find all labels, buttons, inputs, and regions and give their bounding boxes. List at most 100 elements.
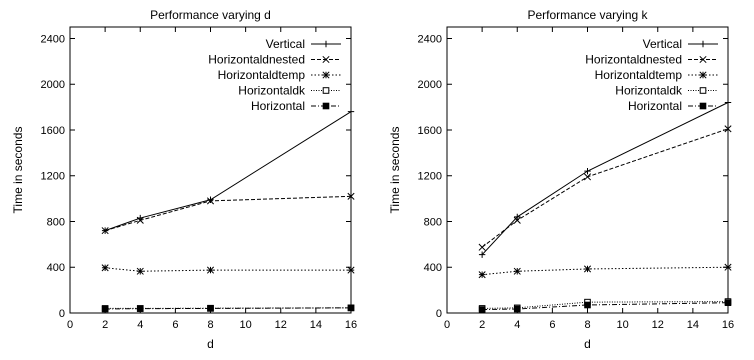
data-point bbox=[513, 305, 521, 313]
data-point bbox=[584, 301, 591, 309]
legend-label: Horizontaldk bbox=[238, 84, 306, 98]
legend-marker bbox=[699, 55, 707, 64]
data-point bbox=[724, 125, 732, 133]
legend-label: Vertical bbox=[643, 37, 682, 51]
data-point bbox=[478, 243, 486, 251]
y-tick-label: 400 bbox=[47, 262, 65, 274]
legend-label: Horizontaldtemp bbox=[595, 68, 683, 82]
x-tick-label: 0 bbox=[67, 319, 73, 331]
data-point bbox=[724, 299, 732, 307]
legend-marker bbox=[699, 102, 707, 110]
x-axis-label: d bbox=[207, 337, 214, 351]
data-point bbox=[136, 267, 144, 275]
x-tick-label: 10 bbox=[240, 319, 252, 331]
data-point bbox=[207, 196, 214, 203]
x-tick-label: 6 bbox=[549, 319, 555, 331]
y-tick-label: 2400 bbox=[418, 33, 442, 45]
x-tick-label: 2 bbox=[479, 319, 485, 331]
y-tick-label: 1200 bbox=[418, 171, 442, 183]
series-1 bbox=[478, 99, 732, 258]
chart-title: Performance varying k bbox=[527, 8, 648, 22]
series-line bbox=[481, 128, 729, 248]
data-point bbox=[478, 306, 486, 313]
series-1 bbox=[101, 108, 355, 234]
legend-marker bbox=[322, 40, 330, 48]
x-axis-label: d bbox=[584, 337, 591, 351]
data-point bbox=[347, 108, 355, 115]
y-tick-label: 1600 bbox=[41, 125, 65, 137]
data-point bbox=[513, 267, 521, 275]
x-tick-label: 14 bbox=[310, 319, 322, 331]
data-point bbox=[101, 305, 109, 313]
x-tick-label: 6 bbox=[172, 319, 178, 331]
legend-label: Vertical bbox=[266, 37, 305, 51]
data-point bbox=[583, 173, 592, 181]
legend-label: Horizontal bbox=[251, 99, 305, 113]
legend-marker bbox=[322, 71, 330, 79]
legend: Vertical HorizontaldnestedHorizontaldtemp… bbox=[208, 37, 341, 113]
data-point bbox=[514, 213, 521, 221]
x-tick-label: 4 bbox=[137, 319, 143, 331]
x-tick-label: 4 bbox=[514, 319, 520, 331]
series-2 bbox=[101, 192, 355, 235]
y-tick-label: 800 bbox=[47, 216, 65, 228]
y-tick-label: 2000 bbox=[41, 79, 65, 91]
y-tick-label: 1600 bbox=[418, 125, 442, 137]
y-tick-label: 800 bbox=[424, 216, 442, 228]
data-point bbox=[478, 271, 486, 279]
y-tick-label: 1200 bbox=[41, 171, 65, 183]
series-3 bbox=[478, 263, 732, 279]
series-line bbox=[105, 307, 352, 310]
y-tick-label: 2000 bbox=[418, 79, 442, 91]
y-axis-label: Time in seconds bbox=[388, 127, 402, 214]
data-point bbox=[478, 251, 486, 258]
series-line bbox=[482, 302, 729, 311]
series-line bbox=[104, 195, 352, 232]
chart-panel-1: Performance varying d 0 400 800 1200 1600 2000… bbox=[11, 8, 357, 351]
y-axis-label: Time in seconds bbox=[11, 127, 25, 214]
legend-marker bbox=[699, 87, 707, 94]
data-point bbox=[136, 305, 144, 312]
x-tick-label: 8 bbox=[584, 319, 590, 331]
data-point bbox=[513, 216, 521, 224]
y-tick-label: 0 bbox=[436, 308, 442, 320]
series-line bbox=[104, 111, 352, 232]
y-tick-label: 400 bbox=[424, 262, 442, 274]
data-point bbox=[347, 192, 355, 200]
legend-label: Horizontaldk bbox=[615, 84, 683, 98]
data-point bbox=[724, 99, 732, 106]
data-point bbox=[101, 264, 109, 272]
series-line bbox=[105, 267, 351, 272]
legend-label: Horizontaldnested bbox=[585, 53, 682, 67]
x-tick-label: 12 bbox=[275, 319, 287, 331]
legend-marker bbox=[322, 87, 330, 94]
legend-marker bbox=[322, 102, 330, 110]
data-point bbox=[724, 263, 732, 271]
data-point bbox=[583, 265, 592, 273]
x-tick-label: 2 bbox=[102, 319, 108, 331]
x-tick-label: 16 bbox=[722, 319, 734, 331]
x-tick-label: 12 bbox=[652, 319, 664, 331]
data-point bbox=[101, 227, 109, 235]
legend-label: Horizontaldtemp bbox=[218, 68, 306, 82]
y-tick-label: 2400 bbox=[41, 33, 65, 45]
x-tick-label: 14 bbox=[687, 319, 699, 331]
chart-title: Performance varying d bbox=[150, 8, 271, 22]
chart-panel-2: Performance varying k 0 400 800 1200 1600 2000… bbox=[388, 8, 734, 351]
data-point bbox=[136, 216, 144, 224]
series-5 bbox=[478, 299, 732, 313]
series-line bbox=[482, 301, 729, 309]
x-tick-label: 10 bbox=[617, 319, 629, 331]
data-point bbox=[206, 197, 215, 205]
data-point bbox=[347, 304, 355, 312]
series-2 bbox=[478, 125, 732, 251]
series-3 bbox=[101, 264, 355, 275]
legend-marker bbox=[699, 40, 707, 48]
data-point bbox=[584, 167, 591, 175]
x-tick-label: 0 bbox=[444, 319, 450, 331]
legend-label: Horizontaldnested bbox=[208, 53, 305, 67]
series-line bbox=[481, 102, 729, 256]
series-line bbox=[482, 266, 729, 276]
